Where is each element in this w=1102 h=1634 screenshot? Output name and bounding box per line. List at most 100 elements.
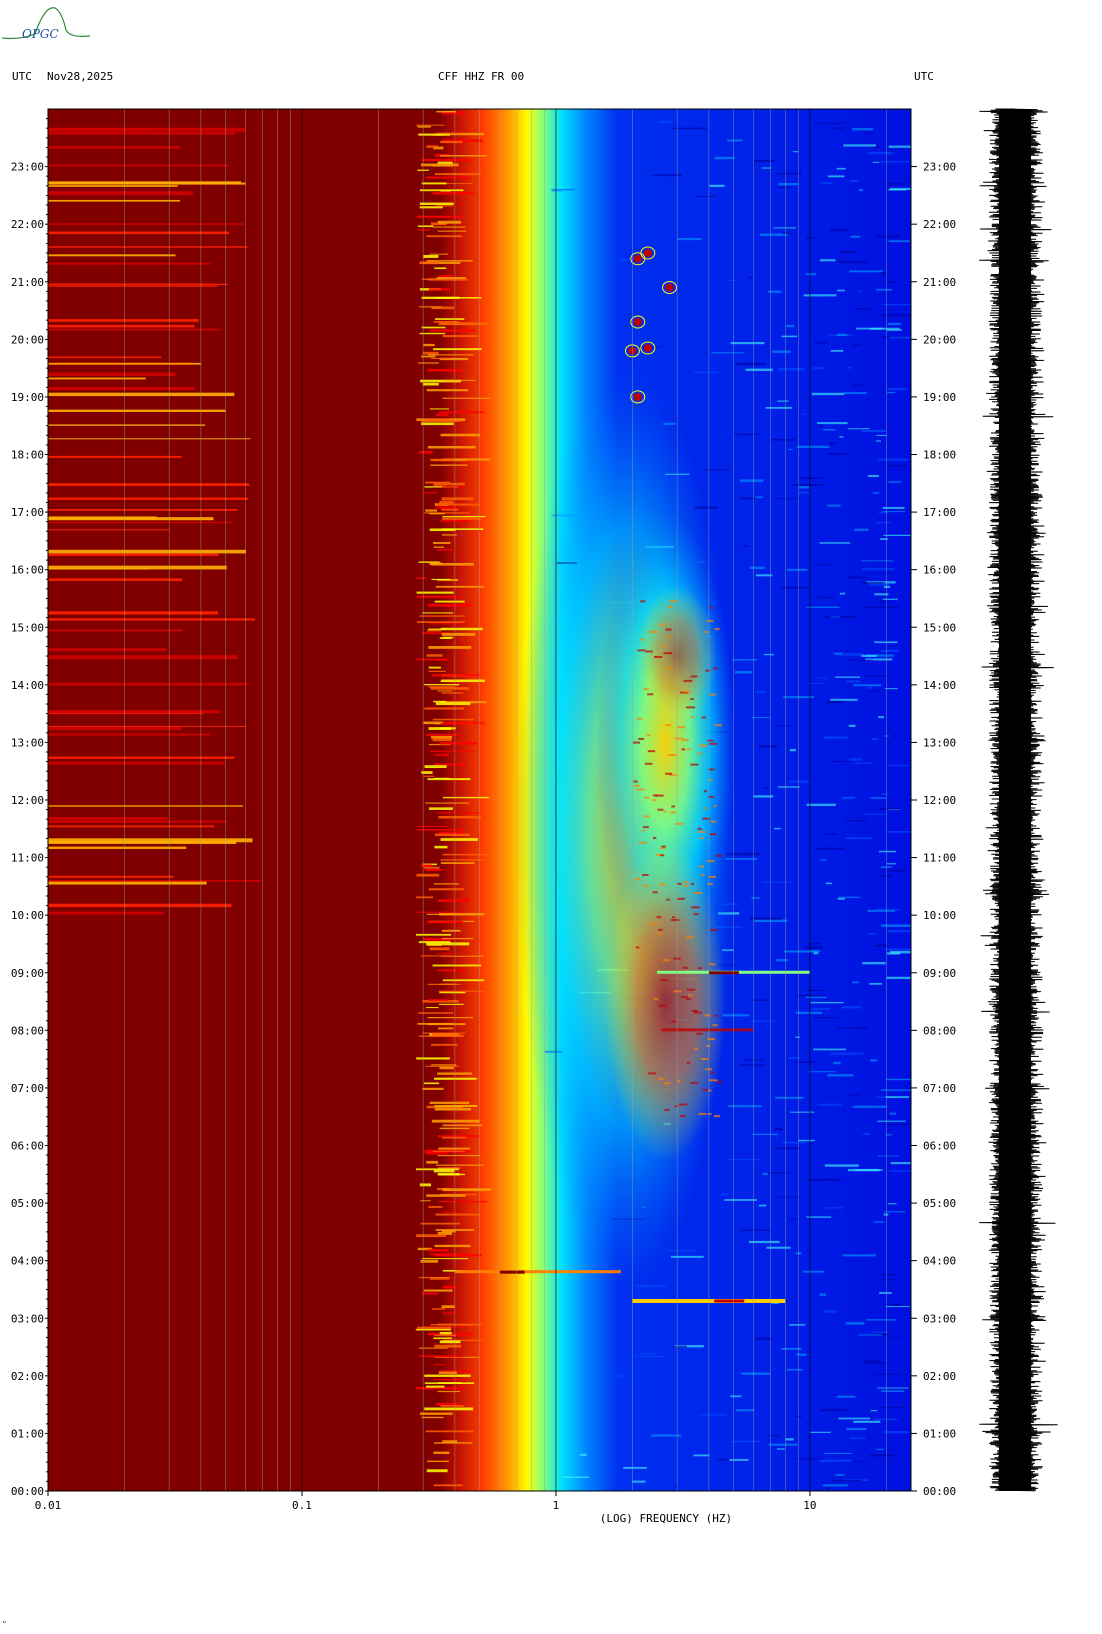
high-freq-streak [823, 1310, 837, 1313]
high-freq-streak [852, 344, 861, 346]
low-freq-streak [48, 629, 183, 632]
high-freq-streak [888, 281, 896, 284]
high-freq-streak [852, 384, 864, 386]
transition-streak [442, 1440, 458, 1443]
time-tick-label-right: 10:00 [923, 909, 956, 922]
transition-streak [440, 727, 456, 730]
low-freq-streak [48, 328, 221, 331]
high-freq-streak [848, 576, 867, 579]
time-tick-label-left: 17:00 [11, 506, 44, 519]
high-freq-streak [789, 780, 809, 783]
transition-streak [420, 1200, 431, 1202]
transition-streak [429, 408, 449, 410]
transition-streak [437, 1231, 453, 1235]
high-freq-streak [833, 127, 844, 130]
high-freq-streak [765, 1172, 789, 1174]
high-freq-streak [825, 1487, 830, 1490]
daytime-speckle [663, 810, 667, 813]
time-tick-label-right: 17:00 [923, 506, 956, 519]
low-freq-streak [48, 387, 195, 391]
transition-streak [424, 765, 447, 769]
high-freq-streak [817, 1103, 842, 1106]
transition-streak [432, 192, 474, 195]
transition-streak [433, 883, 459, 885]
transition-streak [422, 351, 439, 355]
high-freq-streak [773, 227, 797, 229]
transition-streak [442, 486, 466, 488]
transition-streak [436, 277, 466, 279]
transition-streak [420, 1259, 439, 1263]
high-freq-streak [635, 1355, 666, 1358]
transition-streak [438, 1147, 470, 1150]
transition-streak [439, 742, 478, 745]
low-freq-streak [48, 516, 157, 520]
high-freq-streak [876, 288, 893, 291]
high-freq-streak [874, 146, 880, 149]
low-freq-streak [48, 733, 187, 736]
high-freq-streak [830, 1052, 864, 1055]
transition-streak [436, 503, 480, 506]
daytime-speckle [669, 773, 677, 776]
transition-streak [434, 173, 481, 176]
daytime-speckle [656, 853, 663, 856]
transition-streak [441, 692, 463, 694]
high-freq-streak [673, 1485, 678, 1488]
daytime-speckle [666, 898, 670, 901]
high-freq-streak [658, 120, 673, 124]
transition-streak [426, 1385, 445, 1388]
high-freq-streak [671, 1255, 704, 1258]
transition-streak [433, 1484, 463, 1487]
high-freq-streak [870, 797, 887, 799]
high-freq-streak [813, 1016, 839, 1019]
transition-streak [422, 632, 450, 635]
high-freq-streak [782, 1141, 807, 1144]
high-freq-streak [784, 950, 818, 953]
daytime-speckle [666, 667, 671, 670]
high-freq-streak [780, 586, 810, 589]
transition-streak [419, 306, 442, 308]
high-freq-streak [880, 538, 888, 540]
transition-streak [427, 1023, 466, 1026]
high-freq-streak [618, 1374, 626, 1377]
transition-streak [423, 866, 440, 869]
daytime-speckle [691, 716, 695, 719]
daytime-speckle [655, 794, 664, 797]
night-spot-halo [630, 252, 646, 266]
daytime-speckle [648, 1072, 657, 1075]
high-freq-streak [674, 1345, 704, 1348]
high-freq-streak [636, 1284, 667, 1287]
transition-streak [442, 636, 454, 639]
low-freq-streak [48, 483, 250, 486]
low-freq-streak [48, 409, 226, 412]
high-freq-streak [790, 1111, 815, 1113]
transition-streak [424, 481, 451, 484]
high-freq-streak [640, 1352, 656, 1355]
transition-streak [429, 750, 474, 753]
transition-streak [427, 354, 474, 356]
daytime-speckle [695, 1032, 703, 1035]
daytime-speckle [637, 649, 646, 652]
high-freq-streak [876, 458, 909, 461]
transition-streak [432, 674, 480, 677]
time-tick-label-left: 20:00 [11, 333, 44, 346]
high-freq-streak [727, 139, 743, 142]
transition-streak [432, 718, 474, 721]
high-freq-streak [883, 534, 911, 537]
high-freq-streak [886, 976, 911, 980]
high-freq-streak [836, 1395, 856, 1398]
low-freq-streak [48, 246, 248, 248]
high-freq-streak [888, 764, 909, 767]
daytime-speckle [699, 837, 704, 840]
transition-streak [437, 1135, 480, 1138]
time-tick-label-right: 05:00 [923, 1197, 956, 1210]
transition-streak [433, 485, 447, 488]
transition-streak [440, 701, 487, 704]
daytime-speckle [679, 691, 689, 694]
high-freq-streak [749, 566, 765, 570]
high-freq-streak [739, 479, 764, 482]
high-freq-streak [781, 335, 798, 338]
time-tick-label-right: 14:00 [923, 679, 956, 692]
low-freq-streak [48, 285, 218, 287]
high-freq-streak [725, 852, 759, 856]
high-freq-streak [847, 428, 870, 430]
